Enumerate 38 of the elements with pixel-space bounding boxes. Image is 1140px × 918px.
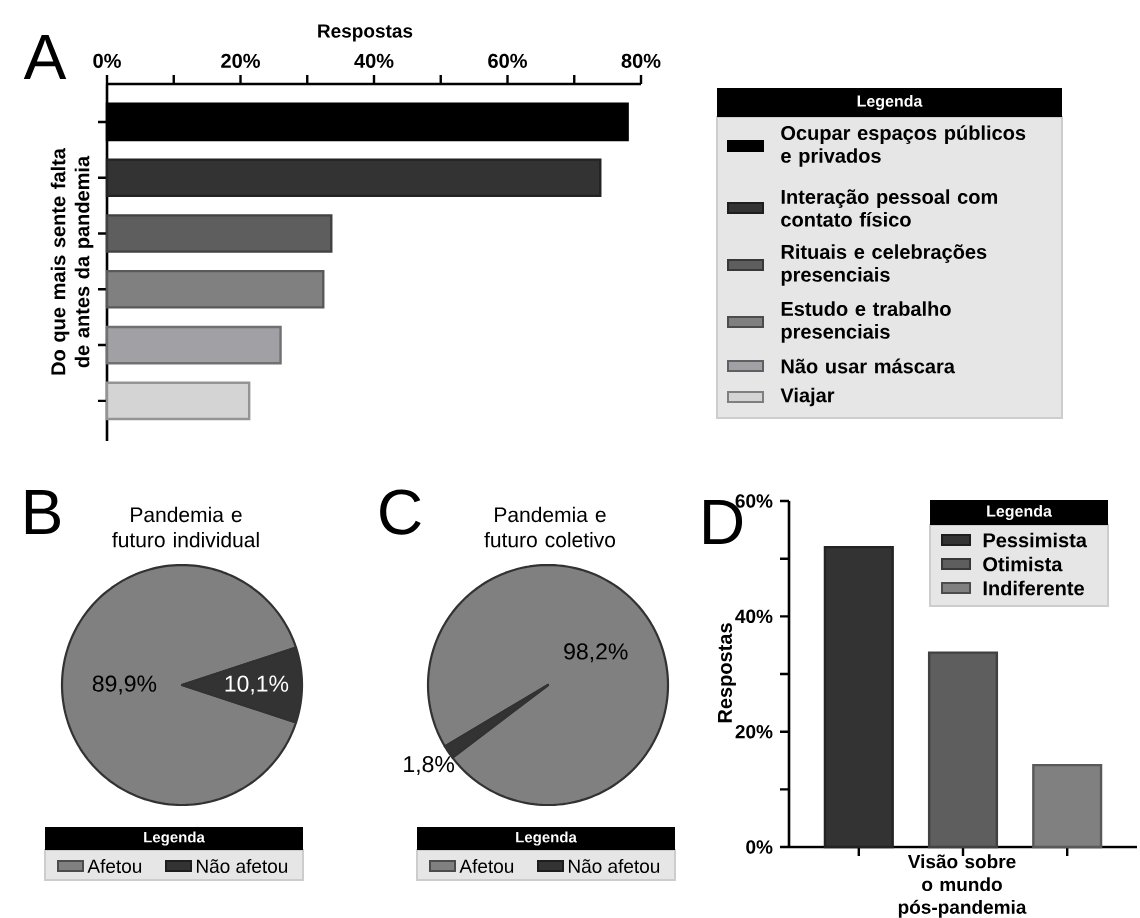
chart-title: Pandemia e futuro coletivo	[484, 506, 616, 548]
x-tick-label: 40%	[354, 53, 394, 68]
x-tick-label: 20%	[221, 53, 260, 68]
legend-label: Não afetou	[568, 859, 660, 873]
legend-title: Legenda	[857, 95, 923, 110]
data-label: 98,2%	[564, 643, 628, 663]
legend-label: Interação pessoal com contato físico	[781, 189, 998, 227]
y-axis-title: Do que mais sente falta de antes da pandemia	[50, 147, 94, 375]
data-label: 1,8%	[404, 756, 455, 776]
x-axis-title: Respostas	[318, 24, 413, 42]
legend-label: Não usar máscara	[781, 358, 956, 374]
y-tick-label: 0%	[746, 840, 773, 854]
data-label: 10,1%	[225, 675, 289, 695]
legend-label: Afetou	[87, 859, 142, 873]
x-axis-title: Visão sobre o mundo pós-pandemia	[898, 854, 1027, 918]
legend-title: Legenda	[516, 831, 577, 846]
legend-label: Estudo e trabalho presenciais	[781, 301, 951, 343]
y-axis-title: Respostas	[718, 623, 736, 723]
x-tick-label: 0%	[93, 53, 121, 68]
legend-label: Viajar	[780, 387, 835, 407]
legend-title: Legenda	[987, 505, 1053, 520]
chart-title: Pandemia e futuro individual	[112, 506, 259, 548]
x-tick-label: 80%	[621, 53, 661, 68]
y-tick-label: 20%	[735, 724, 773, 739]
legend-label: Pessimista	[983, 532, 1088, 548]
x-tick-label: 60%	[488, 53, 527, 68]
legend-title: Legenda	[144, 831, 205, 846]
legend-label: Rituais e celebrações presenciais	[781, 244, 987, 286]
y-tick-label: 40%	[735, 609, 773, 624]
legend-label: Otimista	[983, 556, 1063, 572]
legend-label: Afetou	[459, 859, 514, 873]
legend-label: Não afetou	[196, 859, 288, 873]
text: B	[25, 490, 60, 535]
legend-label: Ocupar espaços públicos e privados	[781, 125, 1026, 167]
text: A	[23, 35, 67, 80]
legend-label: Indiferente	[983, 580, 1084, 596]
data-label: 89,9%	[92, 675, 157, 695]
text: C	[380, 489, 421, 535]
